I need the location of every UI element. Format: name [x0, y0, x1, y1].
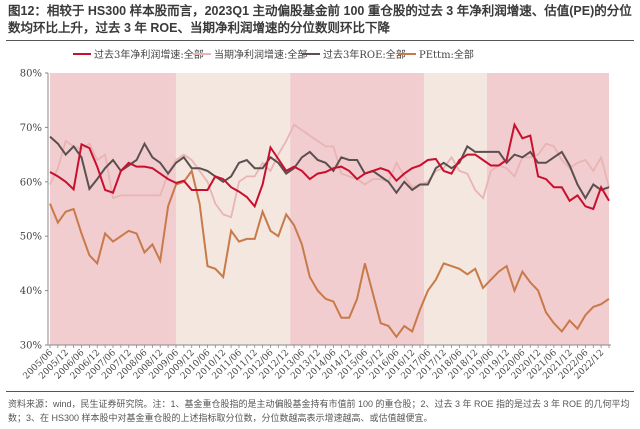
x-axis: 2005/062005/122006/062006/122007/062007/… — [22, 344, 611, 382]
y-tick-label: 50% — [20, 232, 42, 243]
y-tick-label: 60% — [20, 177, 42, 188]
legend-swatch — [398, 52, 416, 55]
legend-label: PEttm:全部 — [419, 50, 474, 61]
series-line — [49, 168, 610, 339]
legend-label: 过去3年ROE:全部 — [323, 50, 406, 61]
y-tick-label: 80% — [20, 69, 42, 80]
y-axis: 30% 40% 50% 60% 70% 80% — [20, 69, 49, 352]
legend-item-current-profit-growth: 当期净利润增速:全部 — [193, 46, 307, 61]
legend-label: 过去3年净利润增速:全部 — [94, 50, 204, 61]
shaded-band — [290, 73, 424, 345]
legend-label: 当期净利润增速:全部 — [214, 50, 308, 61]
shaded-band — [486, 73, 609, 345]
y-tick-label: 70% — [20, 123, 42, 134]
y-tick-label: 30% — [20, 341, 42, 352]
legend-swatch — [302, 52, 320, 55]
title-divider — [6, 40, 634, 41]
chart-title: 图12：相较于 HS300 样本股而言，2023Q1 主动偏股基金前 100 重… — [8, 4, 632, 35]
series-line — [49, 135, 610, 201]
shaded-bands — [50, 73, 609, 345]
line-chart: 30% 40% 50% 60% 70% 80% 2005/062005/122006/06… — [20, 69, 611, 382]
legend-item-3y-profit-growth: 过去3年净利润增速:全部 — [73, 46, 204, 61]
y-tick-label: 40% — [20, 286, 42, 297]
footer-divider — [6, 391, 634, 392]
series-line — [49, 121, 610, 211]
shaded-band — [423, 73, 487, 345]
legend-swatch — [193, 52, 211, 55]
series-lines — [49, 121, 610, 339]
legend-swatch — [73, 52, 91, 55]
series-line — [49, 123, 610, 219]
legend-item-pettm: PEttm:全部 — [398, 46, 474, 61]
legend-item-3y-roe: 过去3年ROE:全部 — [302, 46, 406, 61]
shaded-band — [50, 73, 176, 345]
chart-legend: 过去3年净利润增速:全部 当期净利润增速:全部 过去3年ROE:全部 PEttm… — [0, 46, 640, 62]
source-note: 资料来源：wind，民生证券研究院。注：1、基金重仓股指的是主动偏股基金持有市值… — [8, 399, 630, 423]
